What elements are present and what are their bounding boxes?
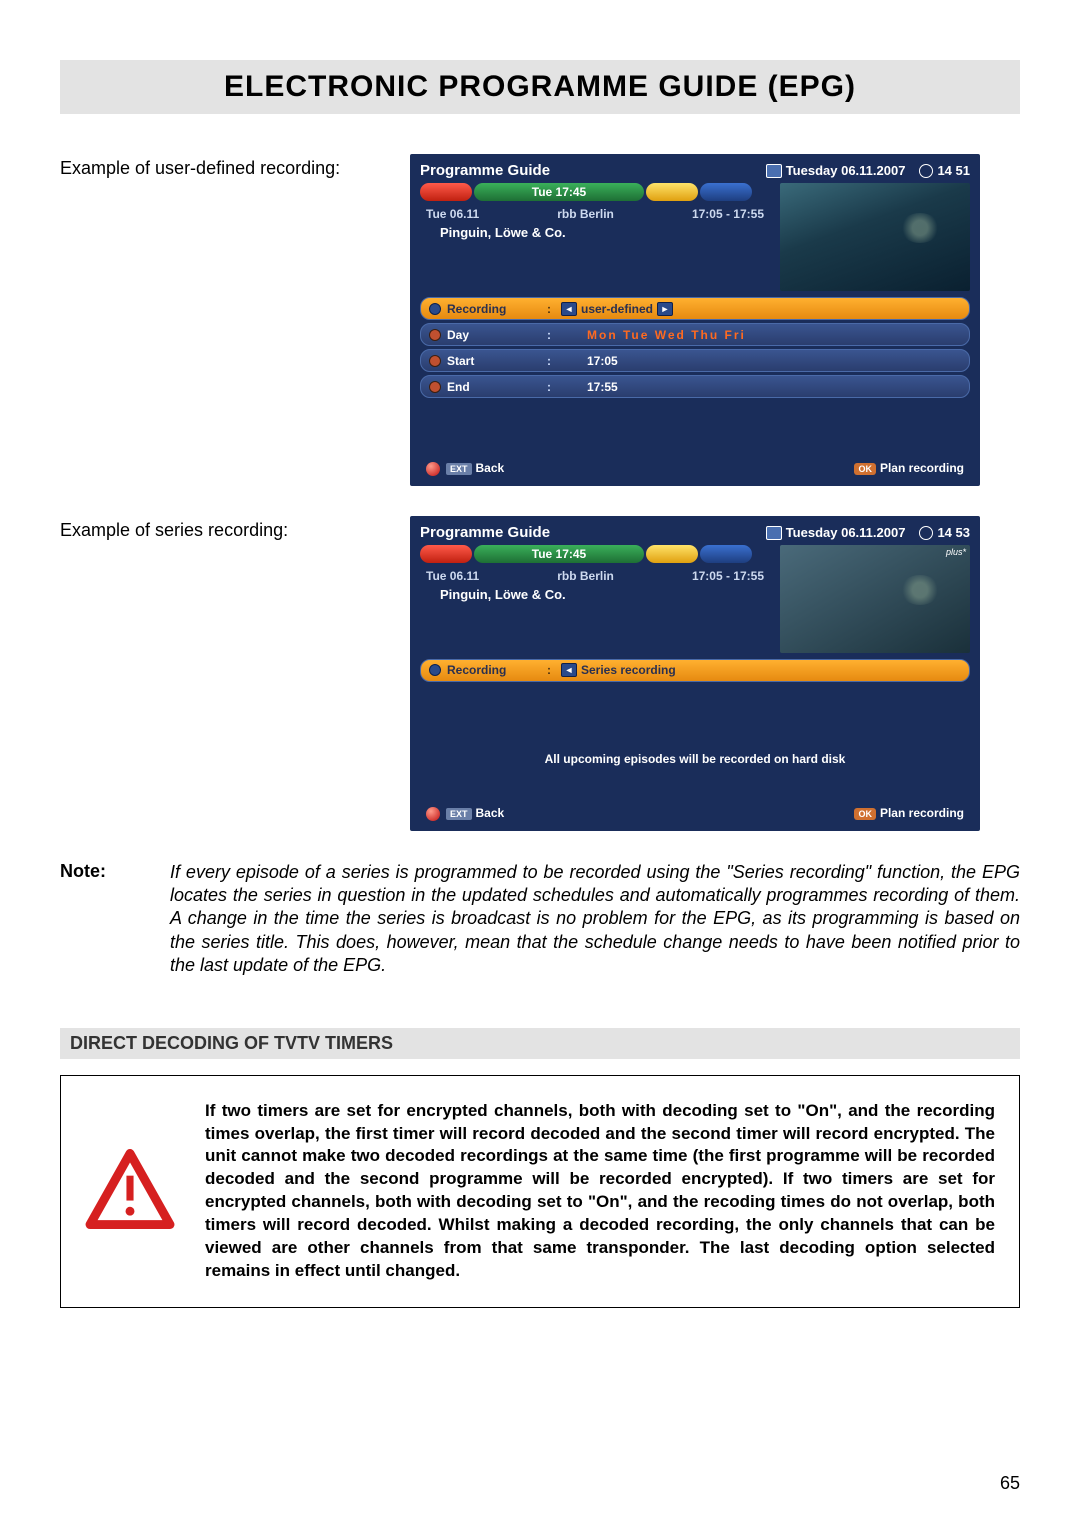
- plan-label[interactable]: Plan recording: [880, 461, 964, 475]
- example-user-defined: Example of user-defined recording: Progr…: [60, 154, 1020, 486]
- arrow-left-icon[interactable]: ◄: [561, 663, 577, 677]
- end-value: 17:55: [557, 380, 969, 394]
- example2-label: Example of series recording:: [60, 516, 390, 831]
- row-recording-series[interactable]: Recording : ◄ Series recording: [420, 659, 970, 682]
- epg1-clock: 14 51: [937, 163, 970, 178]
- epg1-preview: [780, 183, 970, 291]
- bullet-icon: [429, 381, 441, 393]
- warning-text: If two timers are set for encrypted chan…: [205, 1100, 995, 1284]
- epg2-info-mid: rbb Berlin: [557, 569, 614, 583]
- pill-blue[interactable]: [700, 183, 752, 201]
- epg2-preview: plus*: [780, 545, 970, 653]
- pill-yellow[interactable]: [646, 183, 698, 201]
- epg2-info-right: 17:05 - 17:55: [692, 569, 764, 583]
- note-block: Note: If every episode of a series is pr…: [60, 861, 1020, 978]
- recording-label: Recording: [447, 663, 547, 677]
- pill-blue[interactable]: [700, 545, 752, 563]
- calendar-icon: [766, 526, 782, 540]
- epg1-date: Tuesday 06.11.2007: [786, 163, 906, 178]
- bullet-icon: [429, 664, 441, 676]
- row-end[interactable]: End : 17:55: [420, 375, 970, 398]
- pill-green[interactable]: Tue 17:45: [474, 183, 644, 201]
- recording-value: Series recording: [581, 663, 676, 677]
- row-recording[interactable]: Recording : ◄ user-defined ►: [420, 297, 970, 320]
- epg2-clock: 14 53: [937, 525, 970, 540]
- red-dot-icon: [426, 462, 440, 476]
- recording-value: user-defined: [581, 302, 653, 316]
- epg2-date: Tuesday 06.11.2007: [786, 525, 906, 540]
- ok-badge: OK: [854, 808, 876, 820]
- back-label[interactable]: Back: [476, 461, 505, 475]
- clock-icon: [919, 526, 933, 540]
- pill-yellow[interactable]: [646, 545, 698, 563]
- epg2-info-left: Tue 06.11: [426, 569, 479, 583]
- red-dot-icon: [426, 807, 440, 821]
- color-pill-row: Tue 17:45: [420, 545, 770, 563]
- end-label: End: [447, 380, 547, 394]
- epg-screenshot-2: Programme Guide Tuesday 06.11.2007 14 53…: [410, 516, 980, 831]
- arrow-left-icon[interactable]: ◄: [561, 302, 577, 316]
- pill-green[interactable]: Tue 17:45: [474, 545, 644, 563]
- row-start[interactable]: Start : 17:05: [420, 349, 970, 372]
- day-label: Day: [447, 328, 547, 342]
- page-number: 65: [1000, 1473, 1020, 1494]
- epg1-info-right: 17:05 - 17:55: [692, 207, 764, 221]
- ok-badge: OK: [854, 463, 876, 475]
- arrow-right-icon[interactable]: ►: [657, 302, 673, 316]
- example-series: Example of series recording: Programme G…: [60, 516, 1020, 831]
- epg1-programme: Pinguin, Löwe & Co.: [420, 225, 770, 240]
- pill-red[interactable]: [420, 183, 472, 201]
- section-heading: DIRECT DECODING OF TVTV TIMERS: [60, 1028, 1020, 1059]
- series-message: All upcoming episodes will be recorded o…: [420, 752, 970, 766]
- epg-screenshot-1: Programme Guide Tuesday 06.11.2007 14 51…: [410, 154, 980, 486]
- exit-badge: EXT: [446, 463, 472, 475]
- start-label: Start: [447, 354, 547, 368]
- epg2-programme: Pinguin, Löwe & Co.: [420, 587, 770, 602]
- note-text: If every episode of a series is programm…: [170, 861, 1020, 978]
- plan-label[interactable]: Plan recording: [880, 806, 964, 820]
- clock-icon: [919, 164, 933, 178]
- exit-badge: EXT: [446, 808, 472, 820]
- warning-box: If two timers are set for encrypted chan…: [60, 1075, 1020, 1309]
- bullet-icon: [429, 303, 441, 315]
- start-value: 17:05: [557, 354, 969, 368]
- back-label[interactable]: Back: [476, 806, 505, 820]
- page-title: ELECTRONIC PROGRAMME GUIDE (EPG): [60, 60, 1020, 114]
- epg2-title: Programme Guide: [420, 524, 550, 541]
- bullet-icon: [429, 355, 441, 367]
- note-label: Note:: [60, 861, 140, 978]
- epg1-info-mid: rbb Berlin: [557, 207, 614, 221]
- day-value: Mon Tue Wed Thu Fri: [587, 328, 746, 342]
- row-day[interactable]: Day : Mon Tue Wed Thu Fri: [420, 323, 970, 346]
- example1-label: Example of user-defined recording:: [60, 154, 390, 486]
- bullet-icon: [429, 329, 441, 341]
- warning-icon: [85, 1149, 175, 1234]
- epg1-title: Programme Guide: [420, 162, 550, 179]
- pill-red[interactable]: [420, 545, 472, 563]
- color-pill-row: Tue 17:45: [420, 183, 770, 201]
- epg1-info-left: Tue 06.11: [426, 207, 479, 221]
- calendar-icon: [766, 164, 782, 178]
- preview-tag: plus*: [946, 547, 966, 557]
- recording-label: Recording: [447, 302, 547, 316]
